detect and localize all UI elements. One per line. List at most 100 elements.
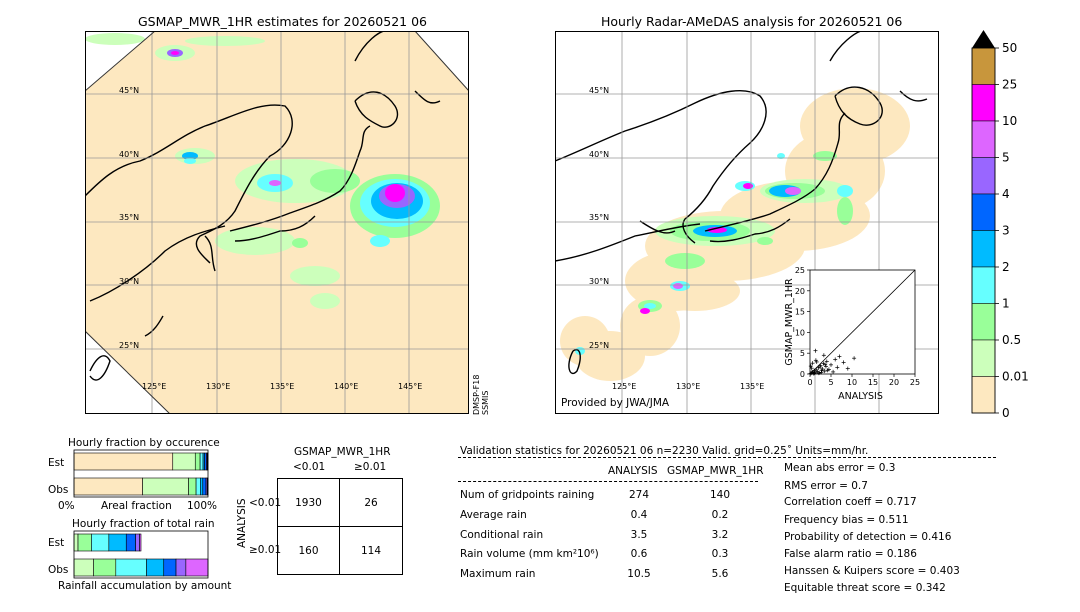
stats-row-label-4: Maximum rain [460, 568, 536, 580]
scatter-point [845, 366, 850, 371]
scatter-point [829, 362, 833, 367]
scatter-point [831, 369, 836, 374]
stacked-bar-segment [125, 533, 136, 552]
colorbar-label: 2 [1002, 260, 1010, 274]
stacked-bar-segment [73, 477, 143, 496]
scatter-point [814, 359, 819, 364]
scatter-point [819, 370, 824, 375]
scatter-ytick: 15 [795, 308, 805, 317]
stacked-bar-segment [163, 558, 177, 577]
right-lat-45: 45°N [589, 86, 610, 95]
contingency-table: 1930 26 160 114 [277, 478, 403, 575]
stats-row-b-2: 3.2 [711, 529, 729, 541]
right-lat-25: 25°N [589, 341, 610, 350]
cell-1-1: 114 [360, 545, 382, 557]
right-lon-130: 130°E [676, 382, 701, 391]
colorbar-label: 5 [1002, 151, 1010, 165]
scatter-point [824, 359, 829, 364]
stats-row-a-4: 10.5 [627, 568, 651, 580]
stats-row-b-1: 0.2 [711, 509, 729, 521]
colorbar-segment [971, 376, 996, 414]
stacked-bar-segment [202, 477, 207, 496]
left-swath [85, 31, 469, 414]
colorbar-segment [971, 193, 996, 231]
scatter-point [825, 368, 830, 373]
left-coastlines [85, 31, 441, 381]
stacked-bar-segment [108, 533, 127, 552]
occurrence-xlabel: Areal fraction [101, 500, 172, 512]
colorbar-segment [971, 84, 996, 122]
scatter-point [833, 357, 838, 362]
stats-header-divider [458, 481, 758, 482]
colorbar-segment [971, 266, 996, 304]
score-3: Frequency bias = 0.511 [784, 514, 909, 526]
colorbar-label: 0.01 [1002, 370, 1029, 384]
colorbar-label: 10 [1002, 114, 1017, 128]
scatter-point [822, 369, 827, 374]
stacked-bar-segment [73, 452, 174, 471]
left-lat-40: 40°N [119, 150, 140, 159]
scatter-ytick: 20 [795, 287, 805, 296]
stacked-bar-segment [199, 452, 204, 471]
scatter-point [812, 371, 817, 376]
scatter-point [818, 364, 823, 369]
satellite-label: DMSP-F18 SSMIS [472, 374, 490, 415]
score-2: Correlation coeff = 0.717 [784, 496, 917, 508]
scatter-point [811, 371, 816, 376]
stacked-bar-segment [175, 558, 187, 577]
left-lon-135: 135°E [270, 382, 295, 391]
stacked-bar-segment [146, 558, 165, 577]
left-lon-130: 130°E [206, 382, 231, 391]
contingency-row-ge: ≥0.01 [249, 544, 282, 556]
left-gridlines [85, 31, 469, 414]
stats-col-gsmap: GSMAP_MWR_1HR [667, 465, 764, 477]
one-to-one-line [809, 269, 916, 375]
occurrence-tick-100: 100% [187, 500, 218, 512]
colorbar-label: 4 [1002, 187, 1010, 201]
scatter-xtick: 25 [910, 378, 920, 387]
right-map-title: Hourly Radar-AMeDAS analysis for 2026052… [601, 14, 903, 29]
colorbar-segment [971, 120, 996, 158]
colorbar-label: 0.5 [1002, 333, 1021, 347]
scatter-ytick: 25 [795, 266, 805, 275]
colorbar-segment [971, 157, 996, 195]
scatter-point [820, 367, 825, 372]
scatter-point [808, 364, 813, 369]
score-5: False alarm ratio = 0.186 [784, 548, 917, 560]
stats-row-a-0: 274 [628, 489, 650, 501]
stats-col-analysis: ANALYSIS [608, 465, 658, 477]
right-lat-30: 30°N [589, 277, 610, 286]
stats-row-label-2: Conditional rain [460, 529, 544, 541]
scatter-point [817, 370, 822, 375]
colorbar-label: 0 [1002, 406, 1010, 418]
occurrence-obs-label: Obs [48, 484, 69, 496]
rain-est-label: Est [48, 537, 65, 549]
contingency-row-lt: <0.01 [249, 497, 282, 509]
validation-divider [458, 457, 996, 458]
scatter-point [809, 366, 814, 371]
stats-row-a-2: 3.5 [630, 529, 648, 541]
scatter-point [816, 371, 821, 376]
stacked-bar-segment [185, 558, 209, 577]
scatter-point [823, 364, 828, 369]
stacked-bar-segment [195, 477, 201, 496]
cell-1-0: 160 [298, 545, 319, 557]
right-lat-35: 35°N [589, 213, 610, 222]
contingency-title: GSMAP_MWR_1HR [294, 446, 391, 458]
contingency-row-axis: ANALYSIS [236, 498, 248, 548]
colorbar-segment [971, 339, 996, 377]
occurrence-title: Hourly fraction by occurence [68, 437, 220, 449]
stacked-bar-segment [188, 477, 197, 496]
left-lon-145: 145°E [398, 382, 423, 391]
left-lat-25: 25°N [119, 341, 140, 350]
score-0: Mean abs error = 0.3 [784, 462, 896, 474]
stacked-bar-segment [200, 477, 204, 496]
contingency-col-lt: <0.01 [293, 461, 326, 473]
left-map-title: GSMAP_MWR_1HR estimates for 20260521 06 [138, 14, 427, 29]
occurrence-est-label: Est [48, 457, 65, 469]
radar-credit: Provided by JWA/JMA [561, 397, 670, 409]
contingency-col-ge: ≥0.01 [354, 461, 387, 473]
scatter-point [852, 356, 857, 361]
scatter-xtick: 10 [847, 378, 857, 387]
scatter-point [810, 361, 815, 366]
